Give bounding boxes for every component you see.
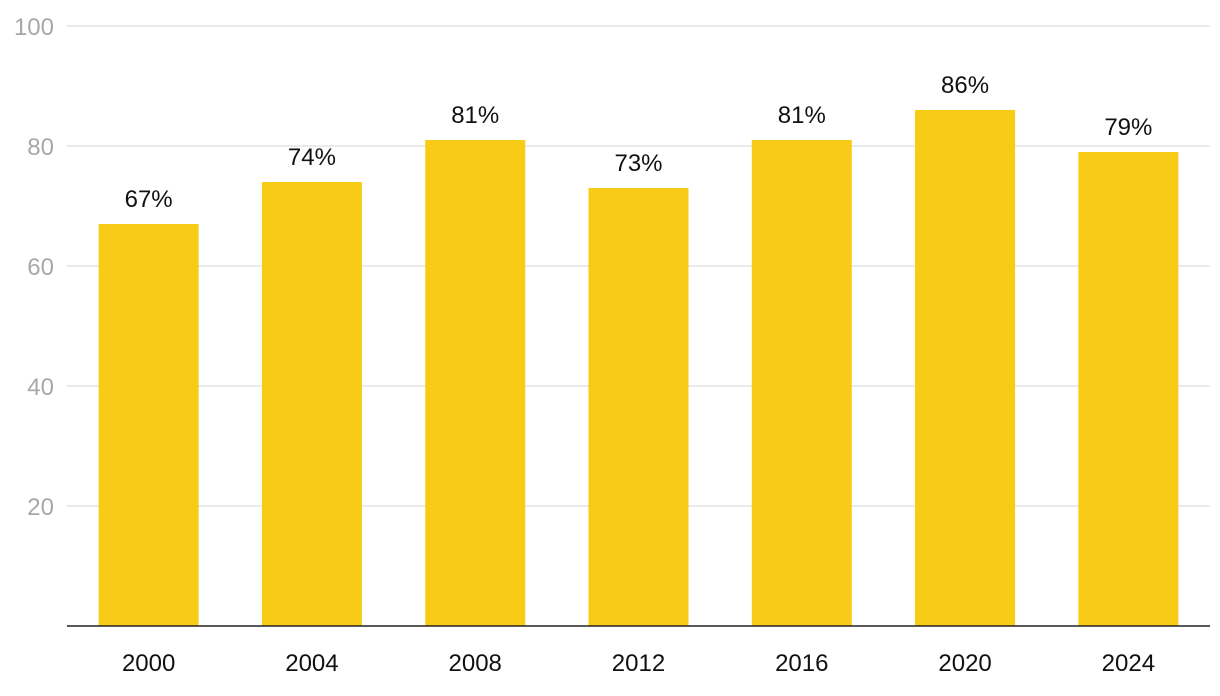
bar-value-labels: 67% 74% 81% 73% 81% 86% 79% <box>125 72 1153 213</box>
bar-value-label: 73% <box>614 150 662 177</box>
y-tick-label: 100 <box>14 14 54 41</box>
bar-2024 <box>1078 152 1179 626</box>
bar-2008 <box>425 140 526 626</box>
bar-value-label: 79% <box>1104 114 1152 141</box>
y-axis-tick-labels: 20 40 60 80 100 <box>14 14 54 521</box>
x-tick-label: 2016 <box>775 650 828 677</box>
bar-value-label: 74% <box>288 144 336 171</box>
bar-value-label: 67% <box>125 186 173 213</box>
bar-value-label: 86% <box>941 72 989 99</box>
y-tick-label: 20 <box>27 494 54 521</box>
bar-2004 <box>261 182 362 626</box>
y-tick-label: 80 <box>27 134 54 161</box>
x-tick-label: 2000 <box>122 650 175 677</box>
bars <box>98 110 1179 626</box>
y-tick-label: 60 <box>27 254 54 281</box>
bar-2020 <box>915 110 1016 626</box>
bar-value-label: 81% <box>451 102 499 129</box>
bar-value-label: 81% <box>778 102 826 129</box>
x-tick-label: 2012 <box>612 650 665 677</box>
x-tick-label: 2004 <box>285 650 338 677</box>
x-tick-label: 2024 <box>1102 650 1155 677</box>
bar-2000 <box>98 224 199 626</box>
bar-2016 <box>751 140 852 626</box>
y-tick-label: 40 <box>27 374 54 401</box>
x-axis-tick-labels: 2000 2004 2008 2012 2016 2020 2024 <box>122 650 1155 677</box>
x-tick-label: 2020 <box>938 650 991 677</box>
x-tick-label: 2008 <box>449 650 502 677</box>
bar-2012 <box>588 188 689 626</box>
